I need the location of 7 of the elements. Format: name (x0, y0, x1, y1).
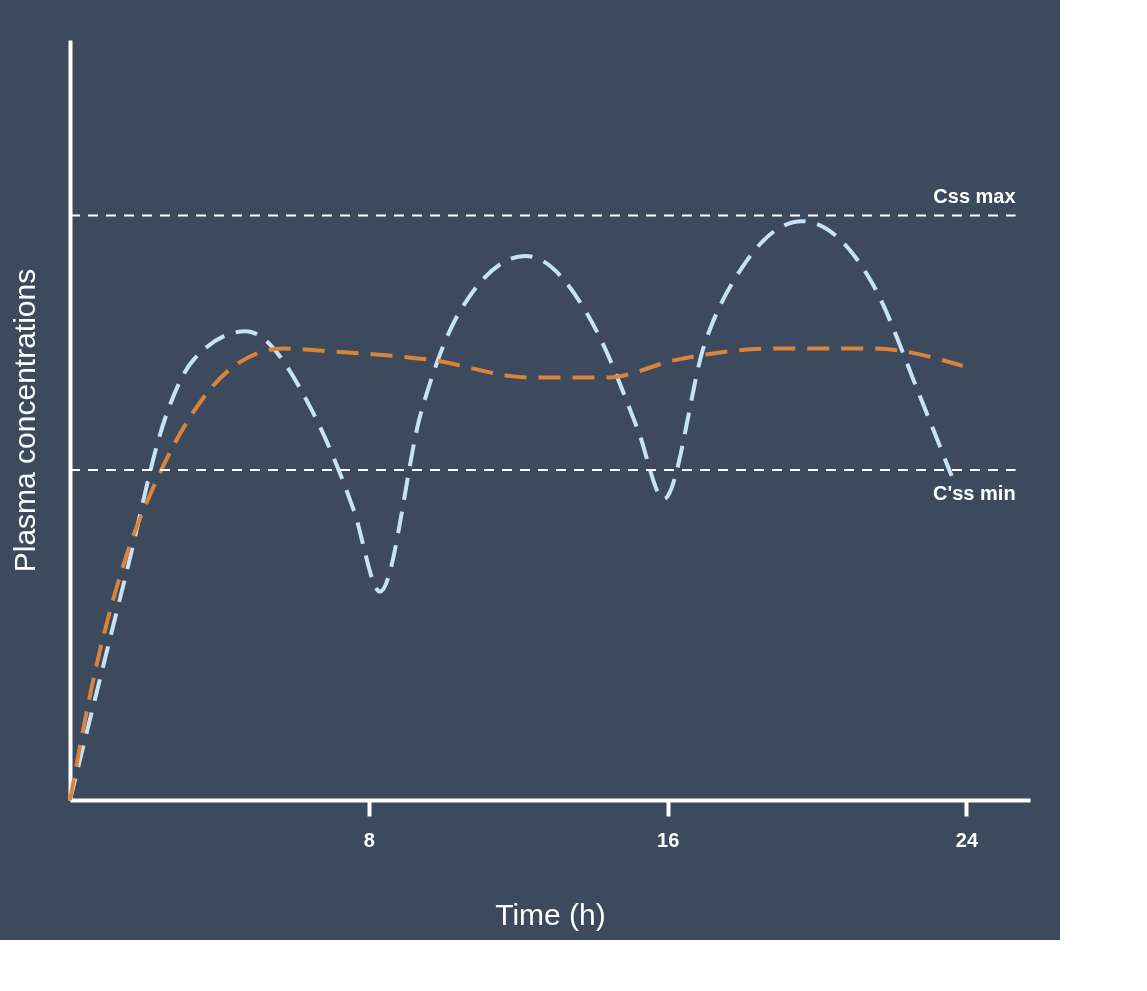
y-axis-title: Plasma concentrations (7, 268, 41, 573)
ref-line-label: Css max (933, 185, 1016, 208)
x-axis-title: Time (h) (495, 897, 606, 931)
x-tick-label: 8 (363, 828, 375, 851)
x-tick-label: 16 (657, 828, 680, 851)
x-tick-label: 24 (955, 828, 979, 851)
ref-line-label: C'ss min (933, 482, 1016, 505)
